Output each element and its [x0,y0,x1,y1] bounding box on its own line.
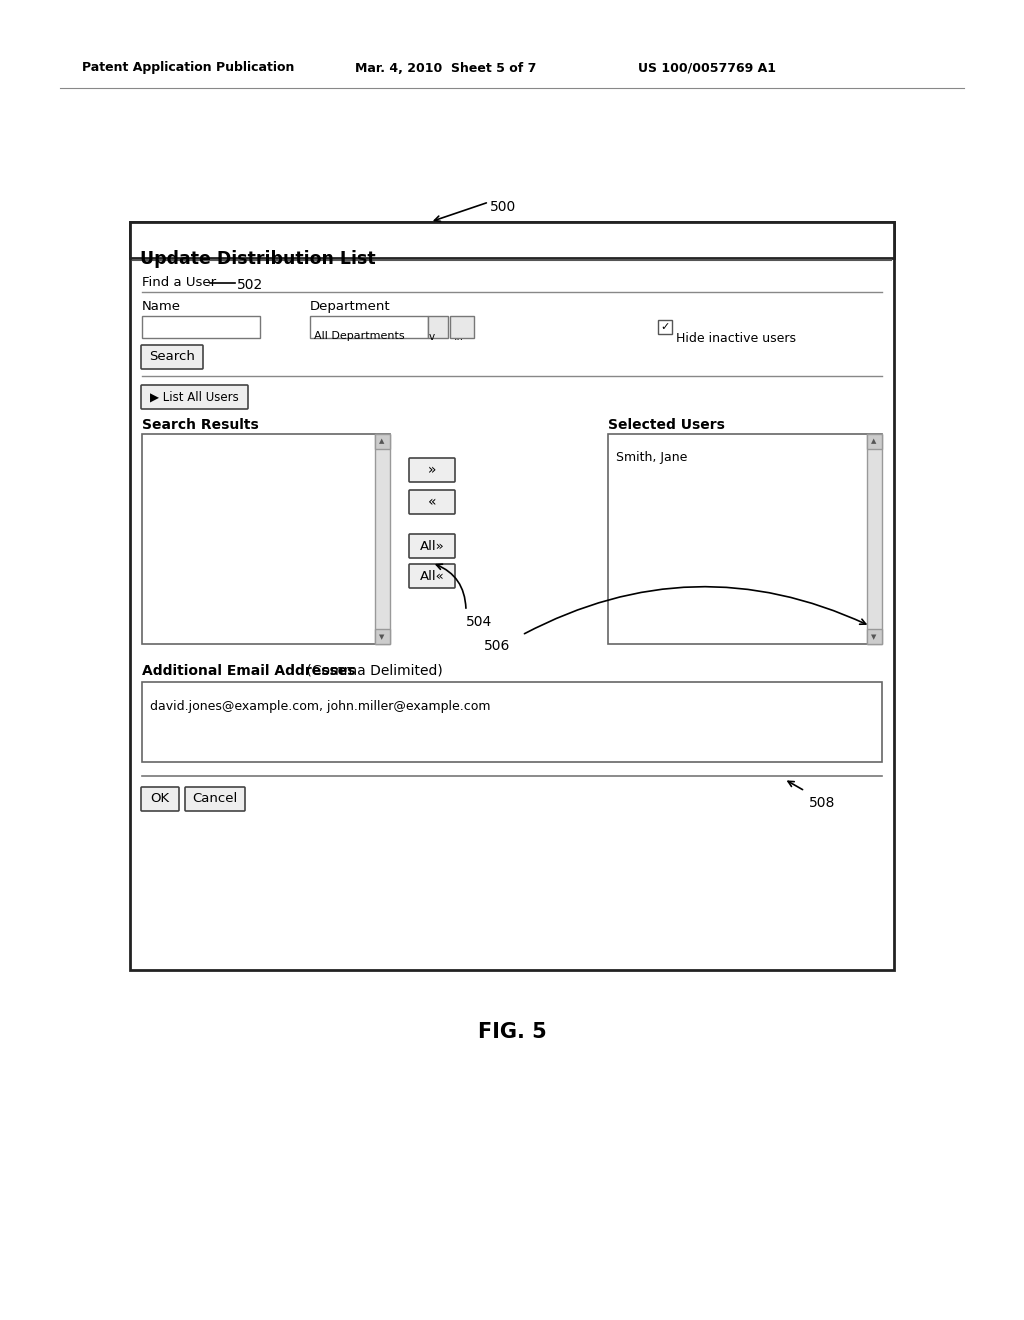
Text: Smith, Jane: Smith, Jane [616,451,687,465]
Text: ▲: ▲ [871,438,877,444]
Text: Hide inactive users: Hide inactive users [676,333,796,345]
FancyBboxPatch shape [409,535,455,558]
Text: Department: Department [310,300,390,313]
Text: ▶ List All Users: ▶ List All Users [151,391,239,404]
FancyBboxPatch shape [409,490,455,513]
Bar [130,222,894,257]
Text: (Comma Delimited): (Comma Delimited) [302,664,442,678]
Text: Find a User: Find a User [142,276,216,289]
Text: Patent Application Publication: Patent Application Publication [82,62,294,74]
Text: Additional Email Addresses: Additional Email Addresses [142,664,355,678]
Text: OK: OK [151,792,170,805]
Text: 508: 508 [809,796,836,810]
Bar [867,434,882,449]
Bar [375,434,390,644]
Text: All«: All« [420,569,444,582]
Text: Cancel: Cancel [193,792,238,805]
Text: 500: 500 [490,201,516,214]
Text: FIG. 5: FIG. 5 [477,1022,547,1041]
Text: »: » [428,463,436,477]
Text: 504: 504 [466,615,493,630]
Text: ...: ... [454,333,464,342]
Bar [608,434,882,644]
Text: ▼: ▼ [379,634,385,640]
Text: Mar. 4, 2010  Sheet 5 of 7: Mar. 4, 2010 Sheet 5 of 7 [355,62,537,74]
FancyBboxPatch shape [409,458,455,482]
Text: 502: 502 [237,279,263,292]
Bar [428,315,449,338]
FancyBboxPatch shape [409,564,455,587]
Text: 506: 506 [484,639,510,653]
Text: ▼: ▼ [871,634,877,640]
Bar [142,315,260,338]
Bar [310,315,428,338]
Text: v: v [429,333,435,342]
FancyBboxPatch shape [141,345,203,370]
Text: US 100/0057769 A1: US 100/0057769 A1 [638,62,776,74]
FancyBboxPatch shape [141,385,248,409]
Bar [142,682,882,762]
Bar [658,319,672,334]
Bar [130,222,894,970]
Text: Search Results: Search Results [142,418,259,432]
Text: Update Distribution List: Update Distribution List [140,249,376,268]
Text: Name: Name [142,300,181,313]
Text: All Departments: All Departments [314,331,404,341]
Text: david.jones@example.com, john.miller@example.com: david.jones@example.com, john.miller@exa… [150,700,490,713]
Text: Selected Users: Selected Users [608,418,725,432]
Bar [375,630,390,644]
Bar [867,434,882,644]
Bar [142,434,390,644]
Text: «: « [428,495,436,510]
FancyBboxPatch shape [185,787,245,810]
Bar [450,315,474,338]
Text: Search: Search [150,351,195,363]
Bar [375,434,390,449]
Text: ✓: ✓ [660,322,670,333]
Text: ▲: ▲ [379,438,385,444]
FancyBboxPatch shape [141,787,179,810]
Text: All»: All» [420,540,444,553]
Bar [867,630,882,644]
